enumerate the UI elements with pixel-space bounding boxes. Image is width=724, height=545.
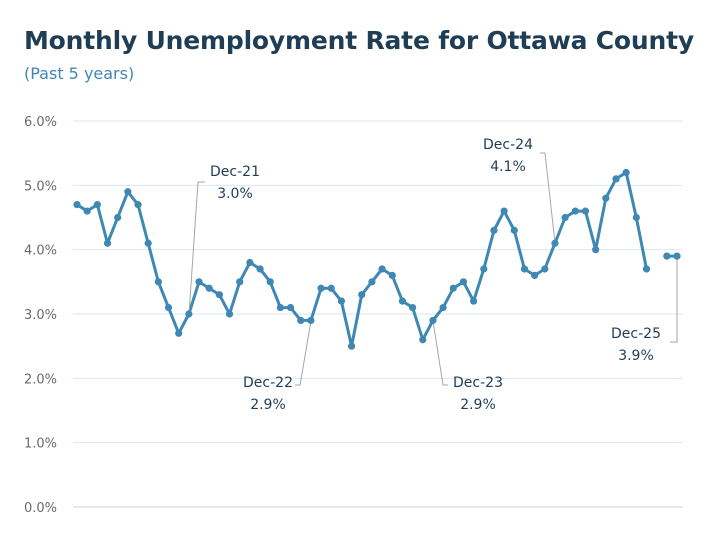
annotation-value: 2.9% [250, 397, 286, 413]
data-point-feb-22 [205, 284, 213, 292]
data-point-jul-21 [134, 201, 142, 209]
annotation-label: Dec-21 [210, 164, 260, 180]
data-point-jun-21 [124, 188, 132, 196]
data-point-apr-25 [592, 246, 600, 254]
data-point-aug-24 [510, 226, 518, 234]
data-point-apr-24 [470, 297, 478, 305]
data-point-jan-21 [73, 201, 81, 209]
data-point-jul-22 [256, 265, 264, 273]
annotation-value: 2.9% [460, 397, 496, 413]
data-point-mar-21 [93, 201, 101, 209]
data-point-mar-22 [215, 291, 223, 299]
data-point-apr-22 [225, 310, 234, 318]
data-point-nov-23 [419, 336, 427, 344]
data-point-nov-25 [663, 252, 671, 260]
data-point-nov-24 [541, 265, 549, 273]
y-tick-label: 4.0% [24, 244, 57, 259]
data-point-may-25 [602, 194, 610, 202]
data-point-dec-25 [673, 252, 681, 260]
data-point-feb-23 [327, 284, 335, 292]
annotation-value: 4.1% [490, 159, 526, 175]
data-point-apr-23 [347, 342, 356, 350]
data-point-jun-25 [612, 175, 620, 183]
y-tick-label: 6.0% [24, 115, 57, 130]
data-point-may-24 [480, 265, 488, 273]
data-point-nov-21 [175, 329, 183, 337]
data-point-dec-21 [185, 310, 193, 318]
data-point-jul-23 [378, 265, 386, 273]
data-point-oct-24 [531, 271, 539, 279]
data-point-may-21 [114, 213, 122, 222]
data-point-dec-22 [307, 316, 315, 325]
data-point-dec-23 [429, 316, 437, 325]
data-point-sep-22 [276, 303, 284, 312]
y-tick-label: 0.0% [24, 501, 57, 516]
data-point-aug-25 [632, 213, 640, 222]
annotation-leader-line [670, 257, 678, 343]
data-point-feb-21 [83, 207, 91, 215]
data-point-mar-23 [337, 297, 346, 305]
data-point-nov-22 [297, 316, 305, 325]
data-point-jun-24 [490, 226, 498, 234]
data-point-feb-25 [571, 207, 579, 215]
data-point-jul-24 [500, 207, 508, 215]
data-point-may-22 [236, 278, 244, 286]
data-point-jun-22 [246, 258, 254, 267]
data-point-jan-25 [561, 213, 569, 222]
data-point-sep-21 [154, 278, 162, 286]
data-point-sep-25 [642, 265, 651, 273]
data-point-dec-24 [551, 239, 559, 247]
y-tick-label: 3.0% [24, 308, 57, 323]
annotation-leader-line [295, 320, 312, 386]
data-point-may-23 [358, 291, 366, 299]
data-point-jan-23 [317, 284, 325, 292]
y-tick-label: 5.0% [24, 179, 57, 194]
data-point-apr-21 [103, 239, 112, 247]
y-tick-label: 1.0% [24, 437, 57, 452]
annotation-label: Dec-23 [453, 375, 503, 391]
data-point-jun-23 [368, 278, 376, 286]
data-point-sep-23 [398, 297, 407, 305]
data-point-aug-23 [388, 271, 396, 279]
annotation-value: 3.9% [618, 348, 654, 364]
annotation-value: 3.0% [217, 186, 253, 202]
annotation-label: Dec-25 [611, 326, 661, 342]
data-point-jan-24 [439, 303, 447, 312]
annotation-label: Dec-22 [243, 375, 293, 391]
series-line [76, 170, 648, 348]
data-point-mar-24 [459, 278, 468, 286]
annotation-label: Dec-24 [483, 137, 533, 153]
chart-title: Monthly Unemployment Rate for Ottawa Cou… [24, 26, 694, 55]
annotation-leader-line [540, 152, 556, 244]
chart-subtitle: (Past 5 years) [24, 64, 135, 83]
data-point-jan-22 [195, 278, 203, 286]
data-point-feb-24 [449, 284, 457, 292]
data-point-oct-23 [408, 303, 417, 312]
data-point-oct-21 [164, 303, 173, 312]
annotation-leader-line [188, 181, 205, 315]
data-point-sep-24 [520, 265, 529, 273]
y-tick-label: 2.0% [24, 372, 57, 387]
data-point-oct-22 [286, 303, 295, 312]
data-point-mar-25 [581, 207, 590, 215]
annotation-leader-line [432, 320, 448, 386]
data-point-aug-22 [266, 278, 274, 286]
data-point-jul-25 [622, 168, 630, 177]
data-point-aug-21 [144, 239, 152, 247]
